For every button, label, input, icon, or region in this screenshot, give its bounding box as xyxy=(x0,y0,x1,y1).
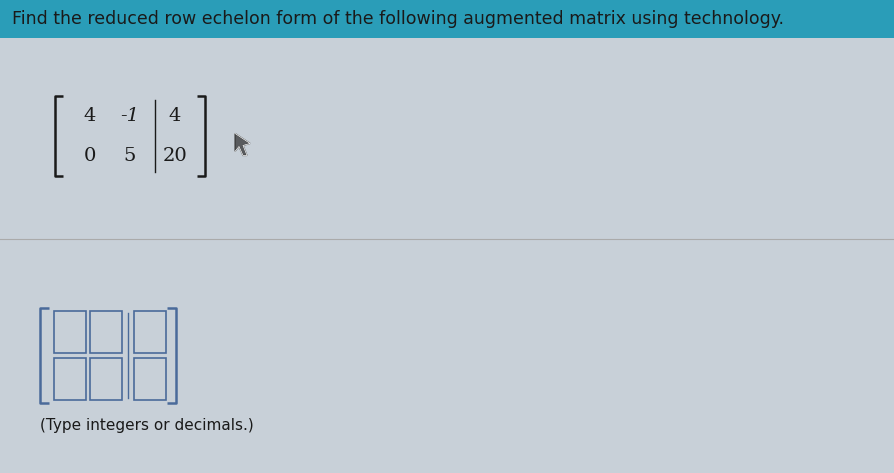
Text: 4: 4 xyxy=(169,107,181,125)
Text: 4: 4 xyxy=(84,107,97,125)
Bar xyxy=(0,0,894,38)
Bar xyxy=(134,311,166,353)
Bar xyxy=(90,359,122,401)
Text: 0: 0 xyxy=(84,148,97,166)
Text: (Type integers or decimals.): (Type integers or decimals.) xyxy=(40,419,254,433)
Bar xyxy=(54,311,86,353)
Text: -1: -1 xyxy=(121,107,139,125)
Text: Find the reduced row echelon form of the following augmented matrix using techno: Find the reduced row echelon form of the… xyxy=(12,10,784,28)
Polygon shape xyxy=(235,133,250,156)
Bar xyxy=(134,359,166,401)
Bar xyxy=(54,359,86,401)
Text: 5: 5 xyxy=(123,148,136,166)
Bar xyxy=(90,311,122,353)
Text: 20: 20 xyxy=(163,148,188,166)
